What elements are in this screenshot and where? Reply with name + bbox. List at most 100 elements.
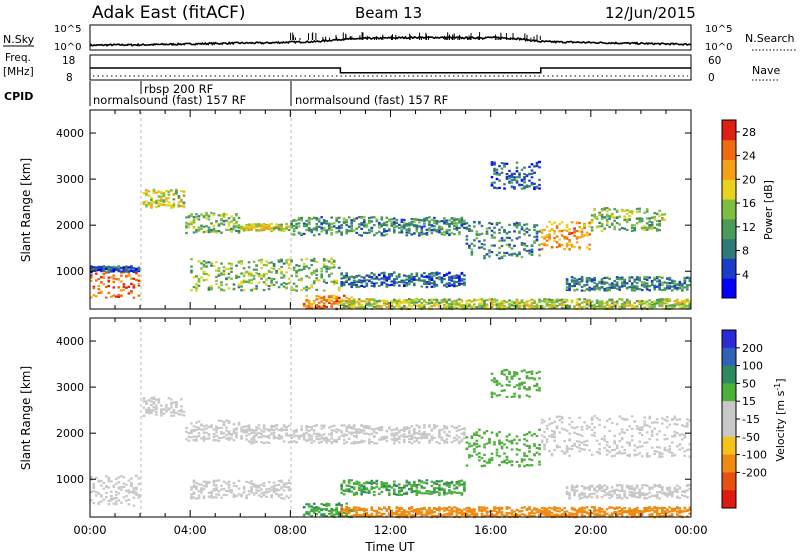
data-cell — [345, 232, 348, 235]
data-cell — [505, 458, 509, 461]
data-cell — [368, 481, 371, 484]
data-cell — [275, 484, 278, 487]
data-cell — [317, 295, 321, 298]
data-cell — [373, 216, 376, 219]
data-cell — [515, 371, 519, 374]
data-cell — [408, 280, 411, 283]
data-cell — [403, 283, 406, 286]
data-cell — [190, 223, 193, 226]
data-cell — [468, 442, 471, 445]
data-cell — [658, 280, 661, 283]
data-cell — [272, 434, 276, 437]
data-cell — [495, 303, 499, 307]
data-cell — [210, 426, 213, 429]
data-cell — [310, 437, 313, 440]
data-cell — [608, 225, 611, 229]
data-cell — [207, 226, 211, 229]
data-cell — [340, 504, 343, 507]
data-cell — [683, 306, 687, 309]
data-cell — [137, 494, 141, 497]
data-cell — [230, 229, 233, 232]
data-cell — [548, 450, 551, 453]
data-cell — [207, 218, 211, 221]
data-cell — [295, 285, 298, 288]
data-cell — [357, 441, 361, 444]
data-cell — [490, 304, 494, 307]
data-cell — [117, 492, 121, 495]
data-cell — [676, 299, 679, 302]
data-cell — [671, 289, 674, 292]
data-cell — [280, 270, 283, 273]
data-cell — [120, 488, 123, 491]
data-cell — [538, 187, 541, 190]
data-cell — [615, 283, 619, 286]
data-cell — [262, 482, 266, 485]
data-cell — [282, 485, 286, 488]
data-cell — [170, 406, 173, 409]
data-cell — [535, 451, 539, 454]
data-cell — [390, 223, 394, 226]
data-cell — [458, 440, 461, 443]
data-cell — [393, 221, 396, 224]
data-cell — [122, 485, 126, 488]
data-cell — [275, 488, 278, 491]
data-cell — [285, 486, 288, 489]
data-cell — [490, 181, 494, 184]
data-cell — [180, 413, 183, 416]
data-cell — [150, 206, 153, 209]
data-cell — [450, 277, 454, 280]
data-cell — [635, 278, 639, 281]
data-cell — [265, 488, 268, 491]
data-cell — [568, 288, 571, 292]
data-cell — [428, 299, 431, 302]
data-cell — [443, 231, 446, 234]
data-cell — [520, 179, 524, 182]
data-cell — [190, 269, 193, 272]
data-cell — [473, 448, 476, 451]
data-cell — [658, 282, 661, 286]
data-cell — [445, 228, 449, 231]
data-cell — [443, 298, 446, 301]
data-cell — [510, 439, 514, 442]
data-cell — [548, 238, 551, 241]
data-cell — [498, 221, 501, 224]
data-cell — [160, 198, 163, 201]
data-cell — [500, 300, 504, 303]
data-cell — [400, 300, 404, 304]
data-cell — [335, 428, 338, 431]
data-cell — [493, 170, 496, 173]
data-cell — [460, 298, 464, 301]
data-cell — [355, 430, 358, 433]
data-cell — [500, 384, 504, 387]
data-cell — [620, 281, 624, 284]
data-cell — [352, 217, 356, 220]
data-cell — [300, 219, 303, 222]
data-cell — [478, 222, 481, 225]
data-cell — [160, 414, 163, 417]
data-cell — [538, 387, 541, 390]
data-cell — [405, 299, 409, 302]
data-cell — [272, 435, 276, 438]
data-cell — [110, 480, 113, 483]
data-cell — [653, 304, 656, 307]
data-cell — [380, 216, 384, 219]
data-cell — [583, 301, 586, 304]
data-cell — [423, 424, 426, 427]
data-cell — [212, 227, 216, 230]
data-cell — [302, 263, 306, 266]
data-cell — [483, 247, 486, 250]
data-cell — [245, 431, 248, 434]
data-cell — [363, 440, 366, 443]
data-cell — [212, 264, 216, 267]
data-cell — [478, 445, 481, 448]
data-cell — [385, 439, 389, 443]
data-cell — [347, 490, 351, 493]
data-cell — [170, 204, 173, 207]
data-cell — [162, 192, 166, 195]
data-cell — [267, 481, 271, 484]
data-cell — [363, 223, 366, 226]
data-cell — [330, 429, 333, 432]
data-cell — [488, 255, 491, 258]
data-cell — [305, 285, 308, 288]
data-cell — [455, 482, 459, 485]
